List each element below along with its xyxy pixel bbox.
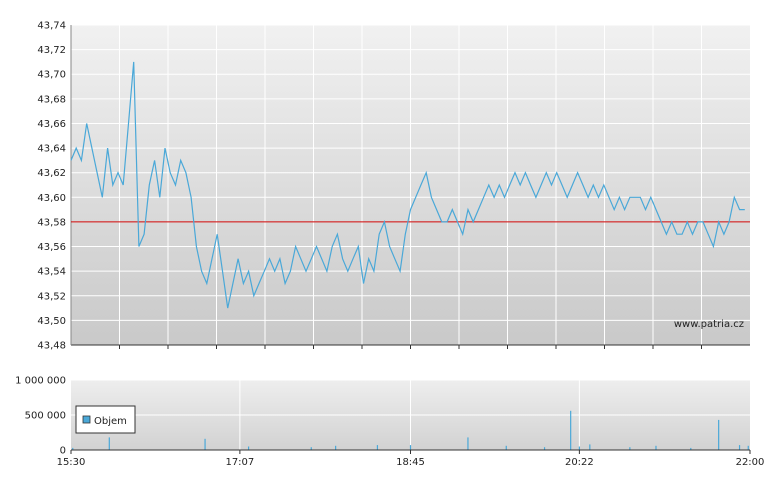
volume-panel: 0 500 000 1 000 000 15:30 17:07 18:45 20:22 22… [15,376,764,469]
volume-legend: Objem [75,405,136,434]
volume-bar [204,438,206,450]
volume-bar [589,444,591,450]
volume-bars [72,410,749,450]
volume-x-tick-label: 22:00 [736,457,765,468]
price-y-tick-label: 43,62 [37,168,66,179]
volume-bar [570,410,572,450]
price-grid [71,24,750,346]
volume-bar [467,437,469,450]
legend-label: Objem [94,416,127,427]
price-y-tick-label: 43,54 [37,267,66,278]
volume-y-tick-label: 1 000 000 [15,376,66,387]
price-y-tick-label: 43,74 [37,21,66,32]
volume-bar [72,447,74,450]
price-y-tick-label: 43,58 [37,217,66,228]
volume-bar [108,437,110,450]
volume-bar [310,447,312,450]
price-y-tick-label: 43,52 [37,291,66,302]
price-x-tick-marks [119,345,702,349]
volume-y-axis: 0 500 000 1 000 000 [15,376,66,457]
watermark: www.patria.cz [674,319,744,330]
volume-x-tick-label: 18:45 [396,457,425,468]
price-y-tick-label: 43,50 [37,316,66,327]
price-y-tick-label: 43,68 [37,94,66,105]
volume-y-tick-label: 500 000 [25,411,66,422]
price-y-tick-label: 43,56 [37,242,66,253]
price-y-tick-label: 43,66 [37,119,66,130]
price-y-tick-label: 43,70 [37,70,66,81]
volume-x-axis: 15:30 17:07 18:45 20:22 22:00 [57,450,765,468]
volume-bar [578,446,580,450]
volume-bar [738,445,741,450]
volume-bar [335,445,337,450]
volume-x-tick-label: 20:22 [565,457,594,468]
volume-bar [409,445,412,450]
volume-bar [543,447,546,450]
volume-bar [247,446,250,450]
price-y-tick-label: 43,72 [37,45,66,56]
price-panel: 43,48 43,50 43,52 43,54 43,56 43,58 43,60 43,62… [37,21,750,352]
volume-x-tick-label: 15:30 [57,457,86,468]
volume-bar [505,445,507,450]
volume-bar [655,445,657,450]
volume-bar [690,447,692,450]
volume-bar [747,445,749,450]
volume-y-tick-label: 0 [60,446,66,457]
volume-bar [718,419,720,450]
price-y-tick-label: 43,48 [37,341,66,352]
price-y-tick-label: 43,64 [37,144,66,155]
price-series-line [70,61,745,309]
volume-bar [629,447,631,450]
volume-bar [376,445,379,450]
price-y-tick-label: 43,60 [37,193,66,204]
price-y-axis: 43,48 43,50 43,52 43,54 43,56 43,58 43,60 43,62… [37,21,66,352]
volume-x-tick-label: 17:07 [225,457,254,468]
legend-swatch [82,415,91,424]
